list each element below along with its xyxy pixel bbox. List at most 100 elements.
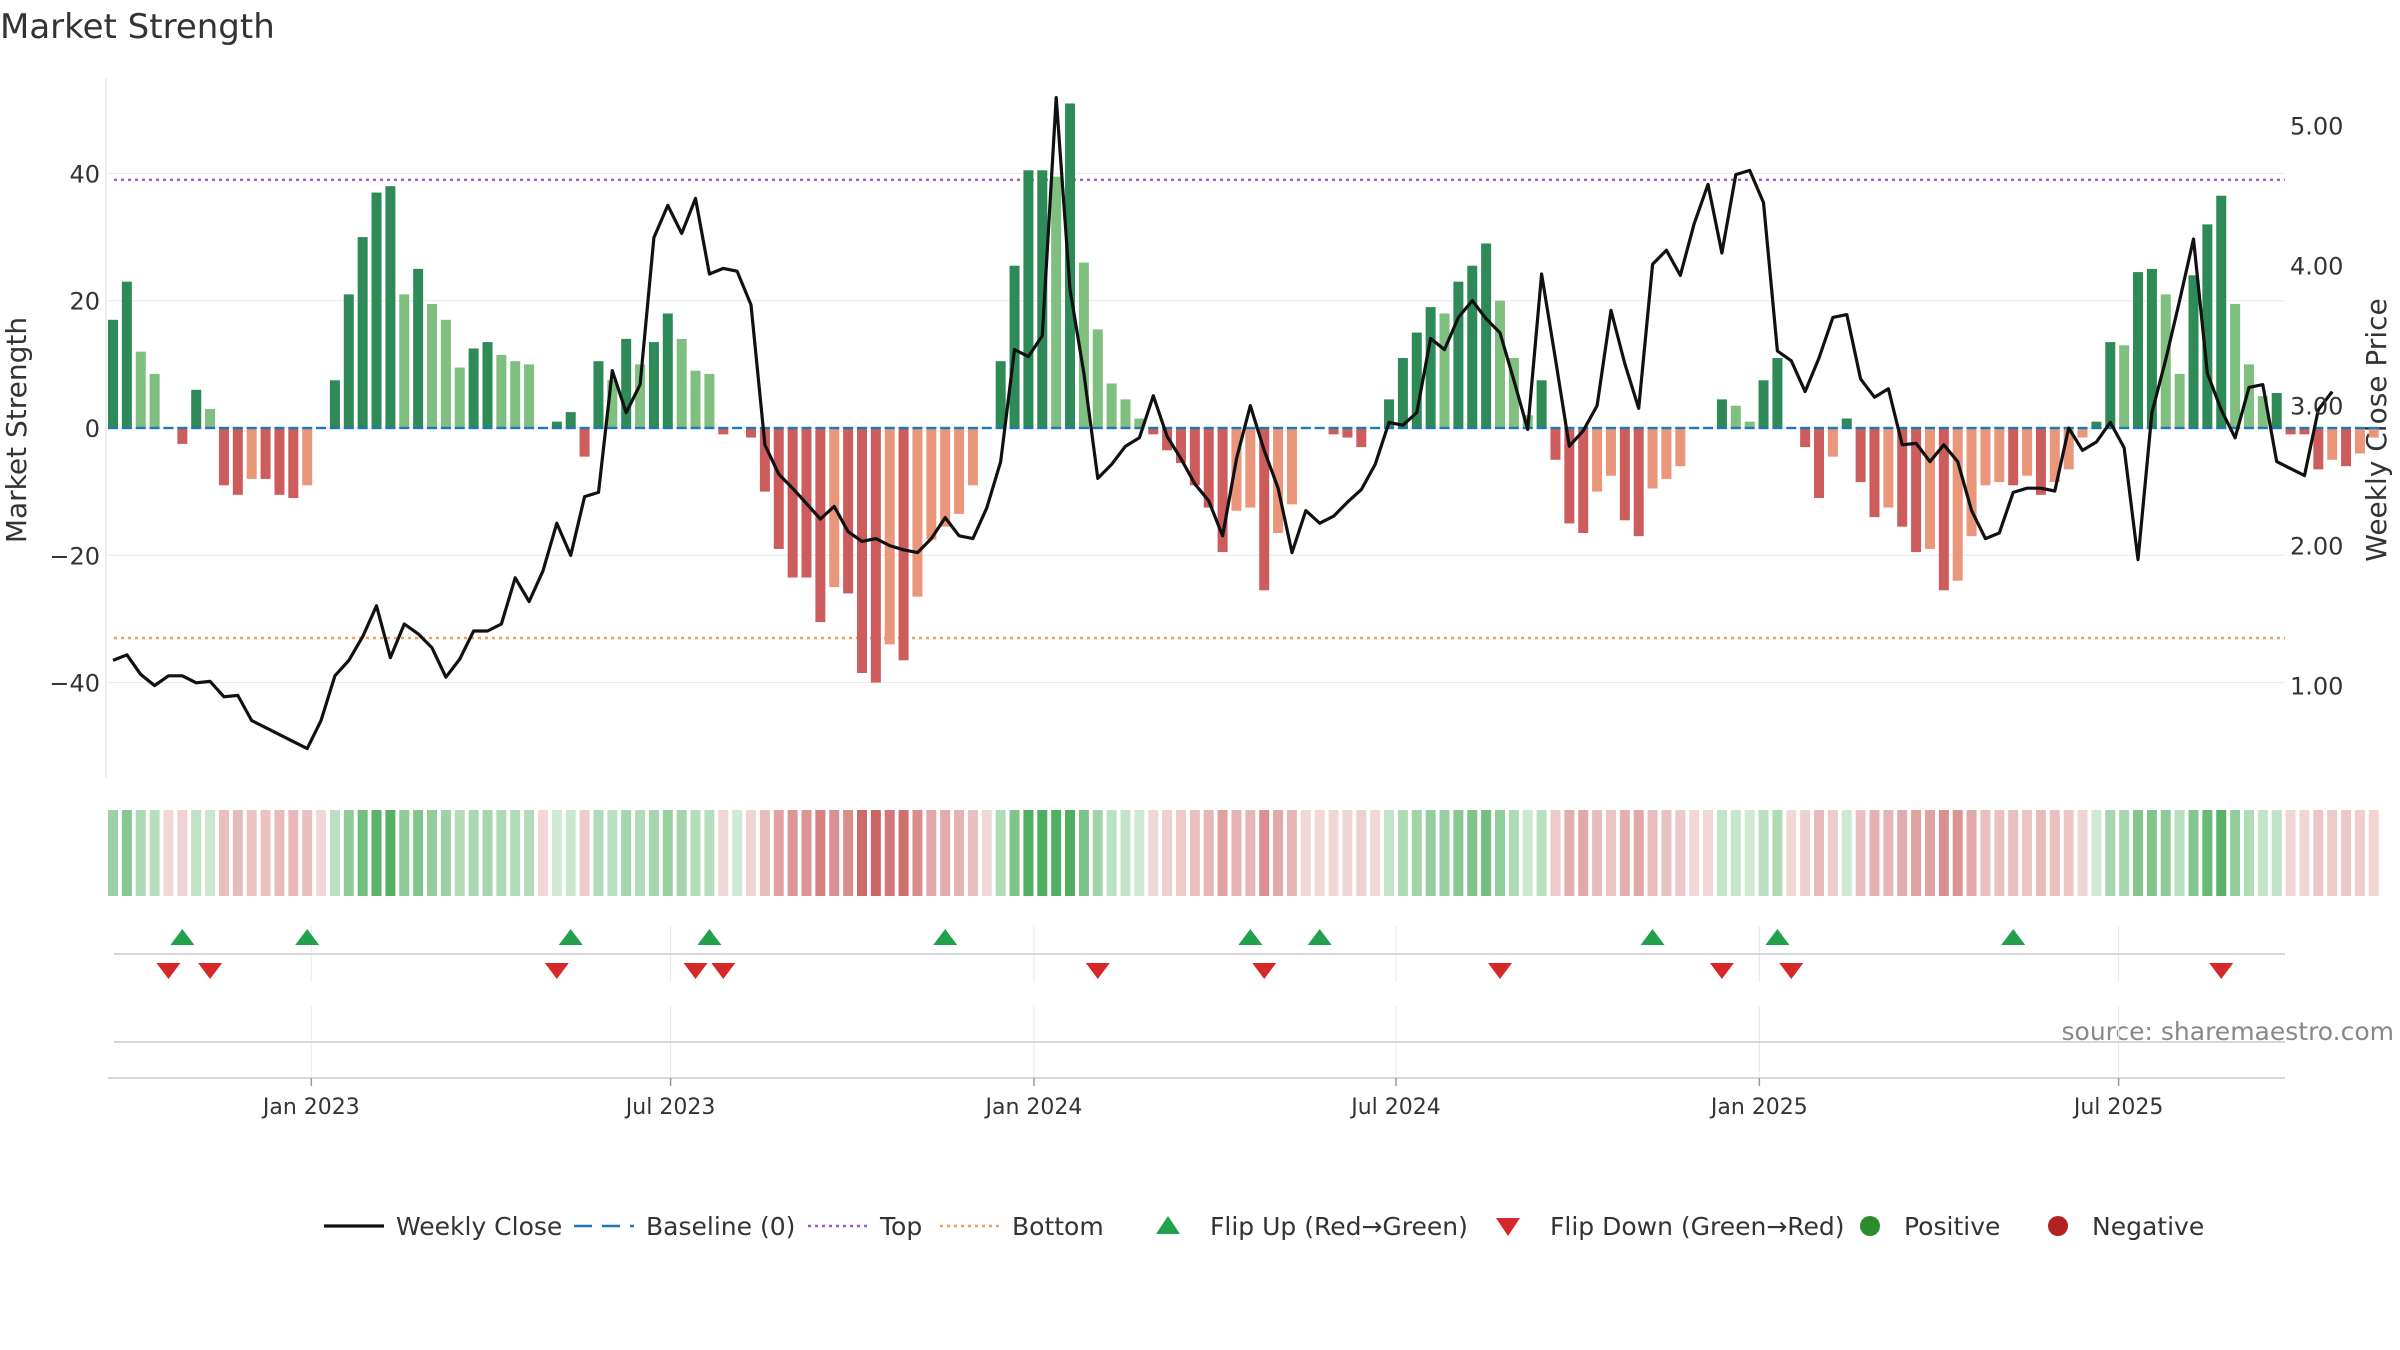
heat-cell: [1051, 810, 1062, 896]
heat-cell: [399, 810, 410, 896]
heat-cell: [2188, 810, 2199, 896]
flip-down-marker: [544, 963, 569, 979]
x-tick-label: Jul 2024: [1349, 1095, 1441, 1120]
heat-cell: [1148, 810, 1159, 896]
heat-cell: [260, 810, 271, 896]
strength-bar: [2216, 195, 2227, 428]
legend-label: Flip Down (Green→Red): [1550, 1212, 1845, 1241]
strength-bar: [815, 428, 826, 623]
heat-cell: [2354, 810, 2365, 896]
heat-cell: [2327, 810, 2338, 896]
strength-bar: [274, 428, 285, 495]
strength-bar: [1356, 428, 1367, 448]
strength-bar: [2105, 342, 2116, 428]
strength-bar: [510, 361, 521, 428]
y-tick-label-right: 2.00: [2290, 533, 2343, 561]
heat-cell: [1897, 810, 1908, 896]
strength-bar: [2202, 224, 2213, 428]
strength-bar: [967, 428, 978, 486]
strength-bar: [607, 380, 618, 428]
x-tick-label: Jul 2023: [624, 1095, 716, 1120]
strength-bar: [1009, 265, 1020, 428]
strength-bar: [1231, 428, 1242, 511]
strength-bar: [898, 428, 909, 661]
heat-cell: [1037, 810, 1048, 896]
legend-label: Flip Up (Red→Green): [1210, 1212, 1468, 1241]
heat-cell: [232, 810, 243, 896]
threshold-lines: [114, 178, 2285, 640]
strength-bar: [1175, 428, 1186, 463]
heat-cell: [1952, 810, 1963, 896]
strength-bar: [1800, 428, 1811, 448]
strength-bar: [1203, 428, 1214, 508]
strength-bar: [759, 428, 770, 492]
strength-bar: [2230, 303, 2241, 428]
heat-cell: [732, 810, 743, 896]
strength-bar: [1647, 428, 1658, 489]
heat-cell: [343, 810, 354, 896]
strength-bar: [773, 428, 784, 549]
flip-up-marker: [170, 929, 195, 945]
strength-bar: [135, 351, 146, 428]
heat-cell: [163, 810, 174, 896]
y-axis-label-left: Market Strength: [0, 317, 33, 543]
heat-cell: [1966, 810, 1977, 896]
strength-bar: [995, 361, 1006, 428]
heat-cell: [454, 810, 465, 896]
heat-cell: [135, 810, 146, 896]
strength-bar: [635, 364, 646, 428]
heat-cell: [1550, 810, 1561, 896]
heat-cell: [1564, 810, 1575, 896]
axis-tick-labels: 40 20 0 −20 −40 5.00 4.00 3.00 2.00 1.00: [49, 113, 2343, 701]
heat-cell: [1508, 810, 1519, 896]
heat-cell: [676, 810, 687, 896]
heat-cell: [1411, 810, 1422, 896]
flip-down-marker: [1488, 963, 1512, 979]
flip-down-marker: [1709, 963, 1734, 979]
strength-bar: [1938, 428, 1949, 591]
heat-cell: [718, 810, 729, 896]
heat-cell: [1092, 810, 1103, 896]
heat-cell: [1536, 810, 1547, 896]
flip-up-marker: [1640, 929, 1665, 945]
strength-bar: [912, 428, 923, 597]
strength-bar: [2257, 396, 2268, 428]
heat-cell: [690, 810, 701, 896]
heat-cell: [1592, 810, 1603, 896]
strength-bar: [565, 412, 576, 428]
legend-label: Weekly Close: [396, 1212, 562, 1241]
strength-bar: [1550, 428, 1561, 460]
flip-up-marker: [1238, 929, 1263, 945]
heat-cell: [427, 810, 438, 896]
heat-cell: [607, 810, 618, 896]
strength-bar: [1605, 428, 1616, 476]
heat-strip: [108, 810, 2379, 896]
strength-bar: [1827, 428, 1838, 457]
strength-bar: [413, 268, 424, 428]
heat-cell: [2091, 810, 2102, 896]
heat-cell: [302, 810, 313, 896]
heat-cell: [1453, 810, 1464, 896]
strength-bar: [1536, 380, 1547, 428]
strength-bar: [2008, 428, 2019, 486]
flip-up-marker: [933, 929, 958, 945]
x-axis: Jan 2023 Jul 2023 Jan 2024 Jul 2024 Jan 2025…: [108, 1006, 2285, 1120]
legend-label: Negative: [2092, 1212, 2204, 1241]
y-tick-label-left: 40: [69, 160, 100, 188]
heat-cell: [1175, 810, 1186, 896]
heat-cell: [357, 810, 368, 896]
strength-bar: [579, 428, 590, 457]
y-tick-label-right: 3.00: [2290, 393, 2343, 421]
y-tick-label-right: 5.00: [2290, 113, 2343, 141]
strength-bar: [1065, 103, 1076, 429]
strength-bar: [149, 373, 160, 428]
strength-bar: [1384, 399, 1395, 428]
strength-bar: [1397, 358, 1408, 428]
x-tick-label: Jan 2025: [1709, 1095, 1808, 1120]
strength-bar: [371, 192, 382, 428]
heat-cell: [537, 810, 548, 896]
heat-cell: [149, 810, 160, 896]
chart-title: Market Strength: [0, 7, 275, 47]
flip-down-marker: [1779, 963, 1804, 979]
heat-cell: [1675, 810, 1686, 896]
